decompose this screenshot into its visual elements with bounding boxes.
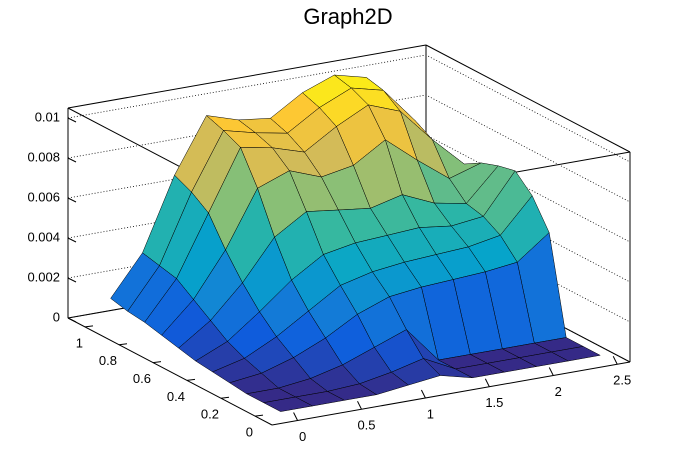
x-tick-label: 0.5 [357,418,375,433]
y-tick [84,325,94,328]
z-tick-label: 0.008 [27,149,60,164]
box-edge [67,44,427,109]
x-axis [271,361,631,426]
z-tick [67,197,77,203]
x-tick-label: 2.5 [613,373,631,388]
y-tick [186,378,196,381]
x-tick [612,356,618,365]
x-tick [548,367,554,376]
grid-line [67,94,631,203]
chart-title: Graph2D [303,4,392,29]
x-tick [293,412,299,421]
grid-line [67,54,631,163]
x-tick [484,378,490,387]
y-tick [118,343,128,346]
z-tick [67,277,77,283]
z-tick [67,117,77,123]
z-tick-label: 0.006 [27,189,60,204]
x-tick-label: 0 [299,429,306,444]
surface-cell [262,396,314,412]
z-tick [67,237,77,243]
y-tick-label: 0 [246,425,253,440]
y-axis [67,317,273,426]
y-tick-label: 0.8 [99,353,117,368]
x-tick-label: 2 [555,384,562,399]
x-tick [357,401,362,410]
z-tick-label: 0.004 [27,229,60,244]
y-tick [152,361,162,364]
box-edge [425,44,631,153]
y-tick-label: 0.2 [201,407,219,422]
z-tick [67,157,77,163]
y-tick [254,414,264,417]
y-tick-label: 0.6 [133,371,151,386]
z-tick-label: 0 [53,309,60,324]
y-tick [220,396,230,399]
z-tick-label: 0.01 [35,109,60,124]
x-tick-label: 1 [427,406,434,421]
x-tick [420,389,426,399]
z-tick-label: 0.002 [27,269,60,284]
y-tick-label: 1 [76,335,83,350]
x-tick-label: 1.5 [485,395,503,410]
y-tick-label: 0.4 [167,389,185,404]
